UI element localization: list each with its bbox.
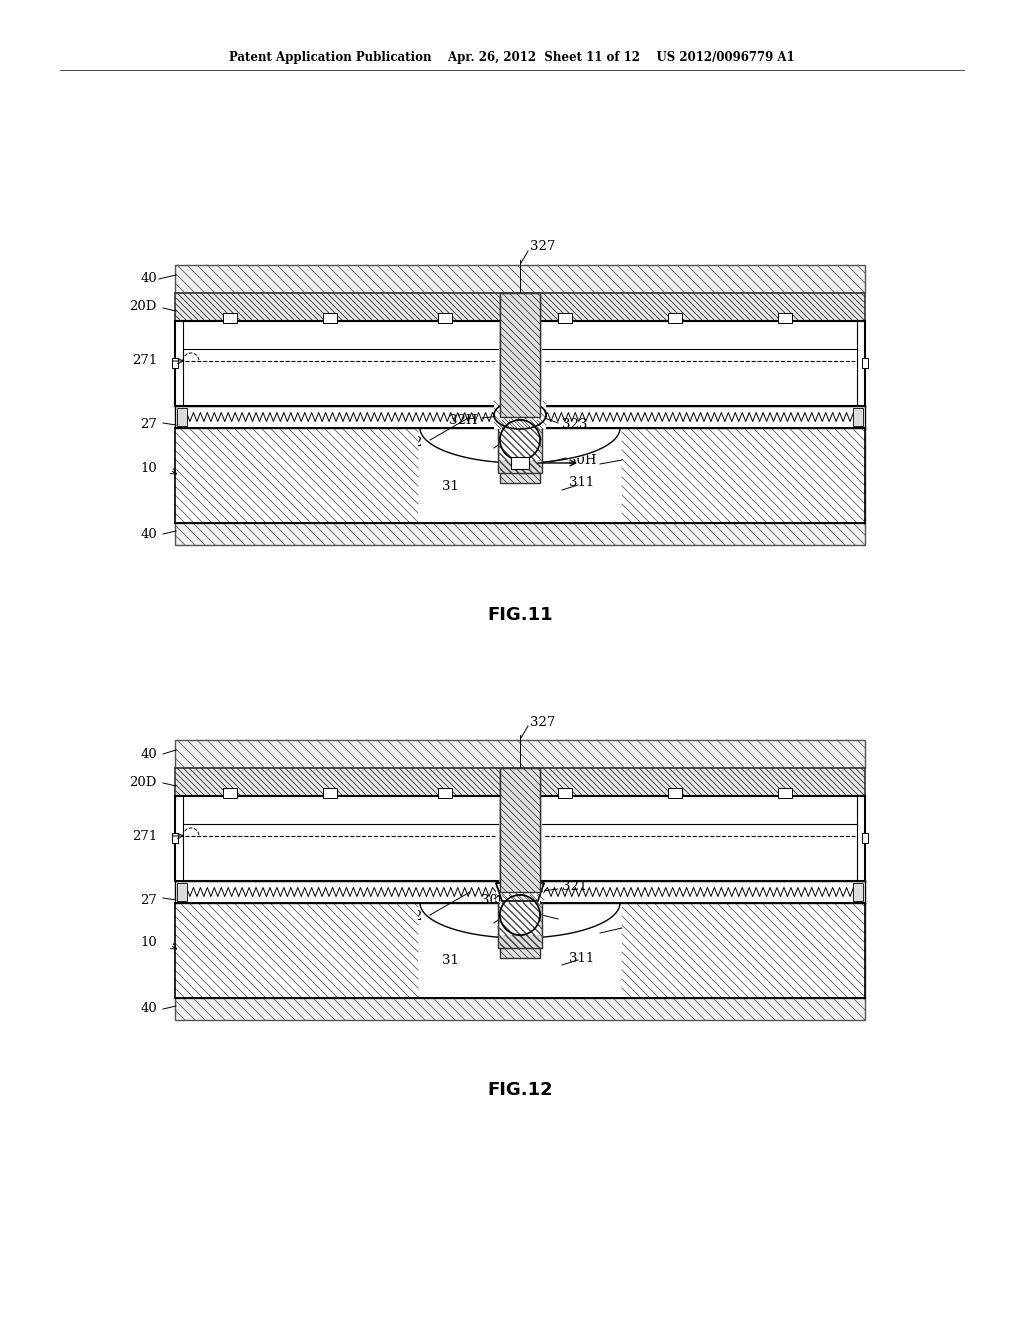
Text: 31: 31 (441, 954, 459, 968)
Bar (498, 903, 542, 948)
Bar (778, 788, 792, 799)
Text: FIG.11: FIG.11 (487, 606, 553, 624)
Bar (622, 904, 864, 997)
Text: 312: 312 (463, 919, 488, 932)
Bar (438, 313, 452, 323)
Text: 33: 33 (535, 444, 552, 457)
Bar (498, 903, 542, 948)
Text: 312: 312 (463, 444, 488, 457)
Bar (172, 833, 178, 843)
Bar (175, 523, 865, 545)
Bar (496, 883, 544, 902)
Text: 271: 271 (132, 355, 157, 367)
Bar (499, 880, 541, 904)
Polygon shape (496, 883, 544, 902)
Text: 271: 271 (132, 829, 157, 842)
Text: FIG.12: FIG.12 (487, 1081, 553, 1100)
Bar (500, 768, 540, 958)
Bar (176, 429, 864, 521)
Bar (175, 998, 865, 1020)
Bar (172, 358, 178, 368)
Text: 40: 40 (140, 272, 157, 285)
Bar (500, 293, 540, 417)
Text: 323: 323 (562, 418, 588, 432)
Bar (853, 408, 863, 426)
Text: 40: 40 (140, 528, 157, 540)
Text: 311: 311 (569, 477, 595, 490)
Bar (862, 833, 868, 843)
Text: 311: 311 (569, 952, 595, 965)
Text: 272: 272 (397, 436, 423, 449)
Bar (853, 883, 863, 902)
Bar (175, 741, 865, 768)
Bar (175, 903, 865, 998)
Bar (500, 420, 540, 459)
Text: 10: 10 (140, 936, 157, 949)
Bar (622, 429, 864, 521)
Bar (175, 904, 418, 997)
Circle shape (500, 895, 540, 935)
Bar (223, 788, 237, 799)
Bar (175, 265, 865, 293)
Text: 11: 11 (625, 921, 642, 935)
Ellipse shape (494, 401, 546, 429)
Text: 327: 327 (530, 715, 555, 729)
Text: 30: 30 (481, 894, 498, 907)
Bar (223, 313, 237, 323)
Text: Patent Application Publication    Apr. 26, 2012  Sheet 11 of 12    US 2012/00967: Patent Application Publication Apr. 26, … (229, 51, 795, 65)
Bar (177, 408, 187, 426)
Bar (494, 401, 546, 429)
Bar (511, 457, 529, 469)
Bar (500, 895, 540, 935)
Bar (500, 293, 540, 483)
Text: 321: 321 (562, 880, 587, 894)
Bar (175, 293, 865, 321)
Bar (323, 313, 337, 323)
Text: 40: 40 (140, 1002, 157, 1015)
Bar (175, 428, 865, 523)
Text: 20D: 20D (130, 301, 157, 314)
Text: 10: 10 (140, 462, 157, 474)
Text: 327: 327 (530, 240, 555, 253)
Text: 27: 27 (140, 418, 157, 432)
Bar (323, 788, 337, 799)
Text: 40: 40 (140, 747, 157, 760)
Bar (438, 788, 452, 799)
Bar (498, 428, 542, 473)
Text: 32H: 32H (450, 413, 478, 426)
Bar (175, 768, 865, 796)
Bar (668, 788, 682, 799)
Text: 31: 31 (441, 479, 459, 492)
Bar (558, 313, 572, 323)
Circle shape (500, 420, 540, 459)
Text: 27: 27 (140, 894, 157, 907)
Bar (175, 429, 418, 521)
Bar (498, 428, 542, 473)
Bar (176, 904, 864, 997)
Text: 324: 324 (562, 915, 587, 928)
Text: 272: 272 (397, 911, 423, 924)
Text: 11: 11 (625, 454, 642, 466)
Bar (500, 768, 540, 892)
Bar (558, 788, 572, 799)
Text: 30H: 30H (568, 454, 597, 466)
Text: 20D: 20D (130, 776, 157, 788)
Bar (177, 883, 187, 902)
Bar (499, 405, 541, 429)
Bar (778, 313, 792, 323)
Bar (668, 313, 682, 323)
Bar (862, 358, 868, 368)
